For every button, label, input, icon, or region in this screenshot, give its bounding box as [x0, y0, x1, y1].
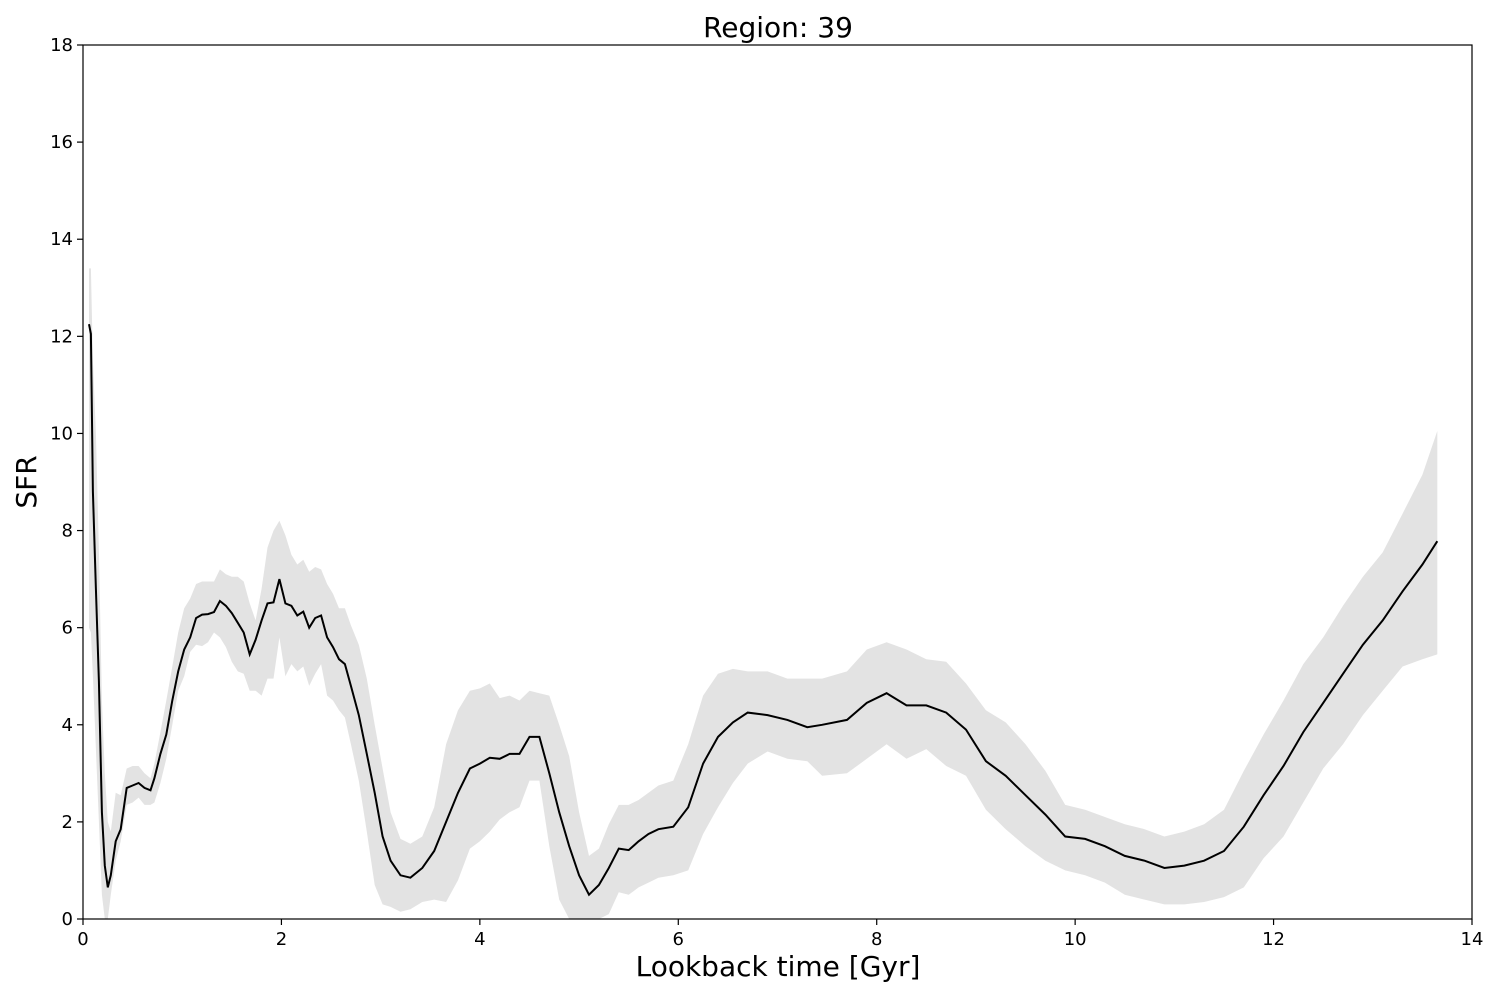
x-axis-title: Lookback time [Gyr]	[636, 950, 921, 983]
x-tick-label: 2	[276, 929, 287, 950]
y-tick-label: 2	[62, 812, 73, 833]
x-tick-label: 8	[871, 929, 882, 950]
y-tick-label: 4	[62, 715, 73, 736]
chart-title: Region: 39	[703, 11, 853, 44]
y-tick-label: 0	[62, 909, 73, 930]
x-tick-label: 14	[1461, 929, 1484, 950]
uncertainty-band	[89, 268, 1438, 919]
y-tick-label: 16	[50, 132, 73, 153]
x-axis: 0 2 4 6 8 10 12 14	[77, 919, 1483, 950]
y-axis: 0 2 4 6 8 10 12 14 16 18	[50, 35, 83, 930]
y-axis-title: SFR	[10, 455, 43, 508]
plot-frame	[82, 44, 1473, 920]
y-tick-label: 12	[50, 326, 73, 347]
sfr-line	[88, 324, 1439, 897]
x-tick-label: 6	[673, 929, 684, 950]
y-tick-label: 10	[50, 423, 73, 444]
y-tick-label: 18	[50, 35, 73, 56]
plot-area	[88, 268, 1439, 919]
y-tick-label: 8	[62, 521, 73, 542]
x-tick-label: 0	[77, 929, 88, 950]
x-tick-label: 12	[1262, 929, 1285, 950]
y-tick-label: 6	[62, 618, 73, 639]
x-tick-label: 4	[474, 929, 485, 950]
y-tick-label: 14	[50, 229, 73, 250]
x-tick-label: 10	[1064, 929, 1087, 950]
